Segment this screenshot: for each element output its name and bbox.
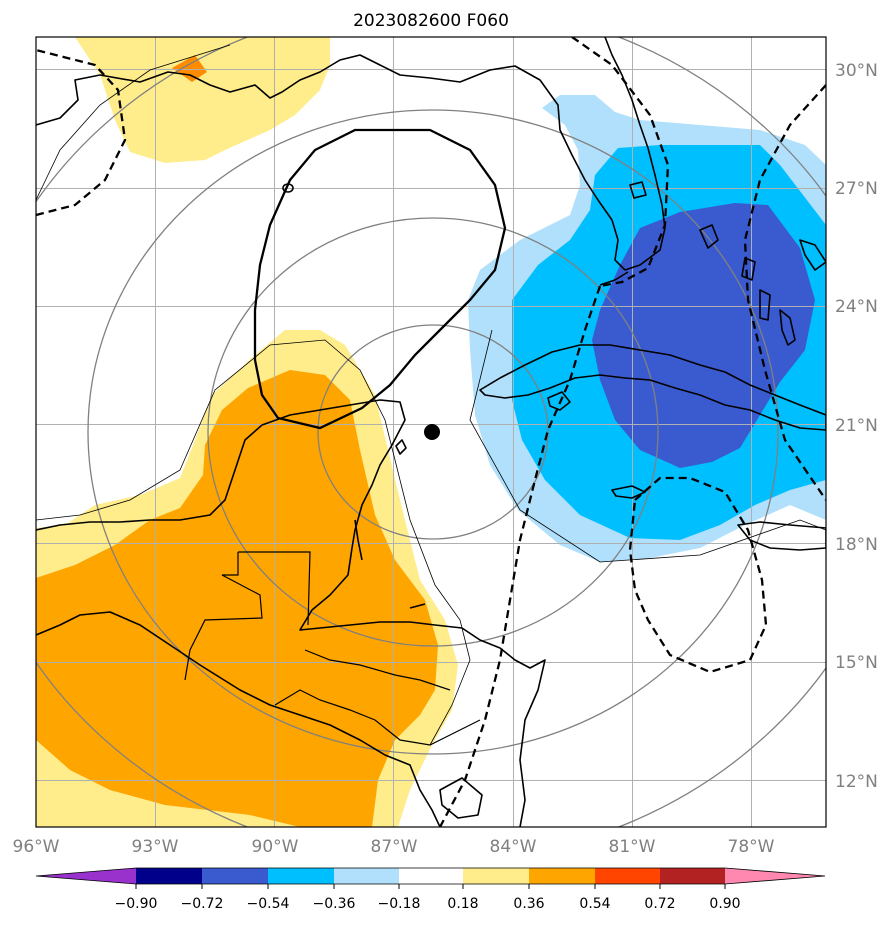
colorbar-bin <box>595 868 660 884</box>
coast-florida-keys <box>599 271 629 286</box>
lake-nicaragua <box>439 777 483 819</box>
colorbar-ticks <box>135 884 726 889</box>
dashed-contour-east-loop <box>628 476 768 674</box>
thick-contour-solid <box>253 128 507 430</box>
border-el-salvador <box>274 689 376 721</box>
thin-contours <box>36 44 826 746</box>
thick-contour-small-loop <box>282 183 294 193</box>
lat-label: 15°N <box>835 653 878 673</box>
lon-label: 84°W <box>490 837 537 857</box>
coast-us-gulf <box>36 54 626 271</box>
colorbar-bin <box>268 868 334 884</box>
colorbar-tick-label: −0.36 <box>313 896 356 912</box>
lat-label: 18°N <box>835 535 878 555</box>
colorbar-tick-label: −0.90 <box>115 896 158 912</box>
colorbar-tick-label: 0.90 <box>709 896 740 912</box>
colorbar-tick-label: 0.54 <box>579 896 610 912</box>
shade-positive-weak-gulf-north <box>75 37 330 163</box>
dashed-contour-gulf-nw <box>36 48 127 217</box>
coast-mexico-gulf <box>36 424 263 531</box>
colorbar-bin <box>463 868 529 884</box>
colorbar-tick-label: −0.72 <box>181 896 224 912</box>
graticule <box>36 37 826 827</box>
lon-label: 93°W <box>132 837 179 857</box>
colorbar-bin <box>529 868 595 884</box>
colorbar-tick-label: −0.18 <box>378 896 421 912</box>
colorbar-bin <box>334 868 399 884</box>
dashed-contour-florida <box>571 37 670 288</box>
coast-cozumel <box>395 439 407 455</box>
lat-tick-labels: 30°N 27°N 24°N 21°N 18°N 15°N 12°N <box>835 61 878 792</box>
thin-contour-northwest <box>36 44 231 201</box>
shade-positive-mid-central-america <box>36 370 438 827</box>
political-borders <box>184 551 481 746</box>
coastlines <box>36 37 826 827</box>
coast-bahamas-4 <box>779 309 796 346</box>
lon-label: 81°W <box>609 837 656 857</box>
coast-bay-islands <box>409 603 426 609</box>
coast-isla-juventud <box>547 391 571 411</box>
colorbar-tick-label: 0.36 <box>513 896 544 912</box>
coast-bahamas-3 <box>759 289 771 321</box>
coast-bahamas-2 <box>741 257 756 281</box>
colorbar-extend-max <box>725 868 825 884</box>
colorbar-tick-label: 0.72 <box>644 896 675 912</box>
coast-yucatan <box>261 399 406 549</box>
border-mexico-guatemala <box>184 552 263 681</box>
coast-jamaica <box>611 485 646 499</box>
range-ring-2 <box>207 217 659 647</box>
map-frame <box>35 36 827 828</box>
storm-center-marker <box>424 424 440 440</box>
lon-label: 96°W <box>13 837 60 857</box>
colorbar-bin <box>202 868 268 884</box>
coast-hispaniola <box>737 521 826 551</box>
colorbar-bin <box>136 868 202 884</box>
lon-label: 78°W <box>728 837 775 857</box>
border-guatemala-belize <box>238 551 311 626</box>
colorbar-tick-label: −0.54 <box>247 896 290 912</box>
colorbar: −0.90 −0.72 −0.54 −0.36 −0.18 0.18 0.36 … <box>35 867 826 912</box>
coast-bahamas-6 <box>629 181 647 199</box>
coast-belize-cays <box>354 519 363 561</box>
colorbar-bin <box>660 868 725 884</box>
lon-tick-labels: 96°W 93°W 90°W 87°W 84°W 81°W 78°W <box>13 837 775 857</box>
lon-label: 90°W <box>252 837 299 857</box>
lat-label: 12°N <box>835 772 878 792</box>
lat-label: 27°N <box>835 179 878 199</box>
thin-contour-east <box>469 329 826 563</box>
border-nicaragua <box>374 719 481 746</box>
lat-label: 30°N <box>835 61 878 81</box>
thin-contour-west <box>36 339 471 746</box>
colorbar-extend-min <box>36 868 136 884</box>
border-honduras <box>304 649 451 691</box>
coast-florida-east <box>604 37 666 271</box>
dashed-contour-south <box>438 285 602 827</box>
dashed-contours <box>36 37 826 827</box>
plot-title: 2023082600 F060 <box>353 11 509 31</box>
coast-pacific <box>36 611 441 827</box>
coast-bahamas-1 <box>699 224 719 249</box>
shade-positive-mid-gulf-north <box>172 55 207 82</box>
dashed-contour-atlantic <box>743 84 826 501</box>
shade-negative-strong-caribbean <box>592 203 815 468</box>
colorbar-tick-label: 0.18 <box>447 896 478 912</box>
colorbar-bin <box>399 868 463 884</box>
lon-label: 87°W <box>371 837 418 857</box>
coast-bahamas-5 <box>799 239 826 271</box>
lat-label: 24°N <box>835 297 878 317</box>
range-ring-1 <box>317 324 549 540</box>
range-ring-3 <box>87 109 779 755</box>
lat-label: 21°N <box>835 416 878 436</box>
